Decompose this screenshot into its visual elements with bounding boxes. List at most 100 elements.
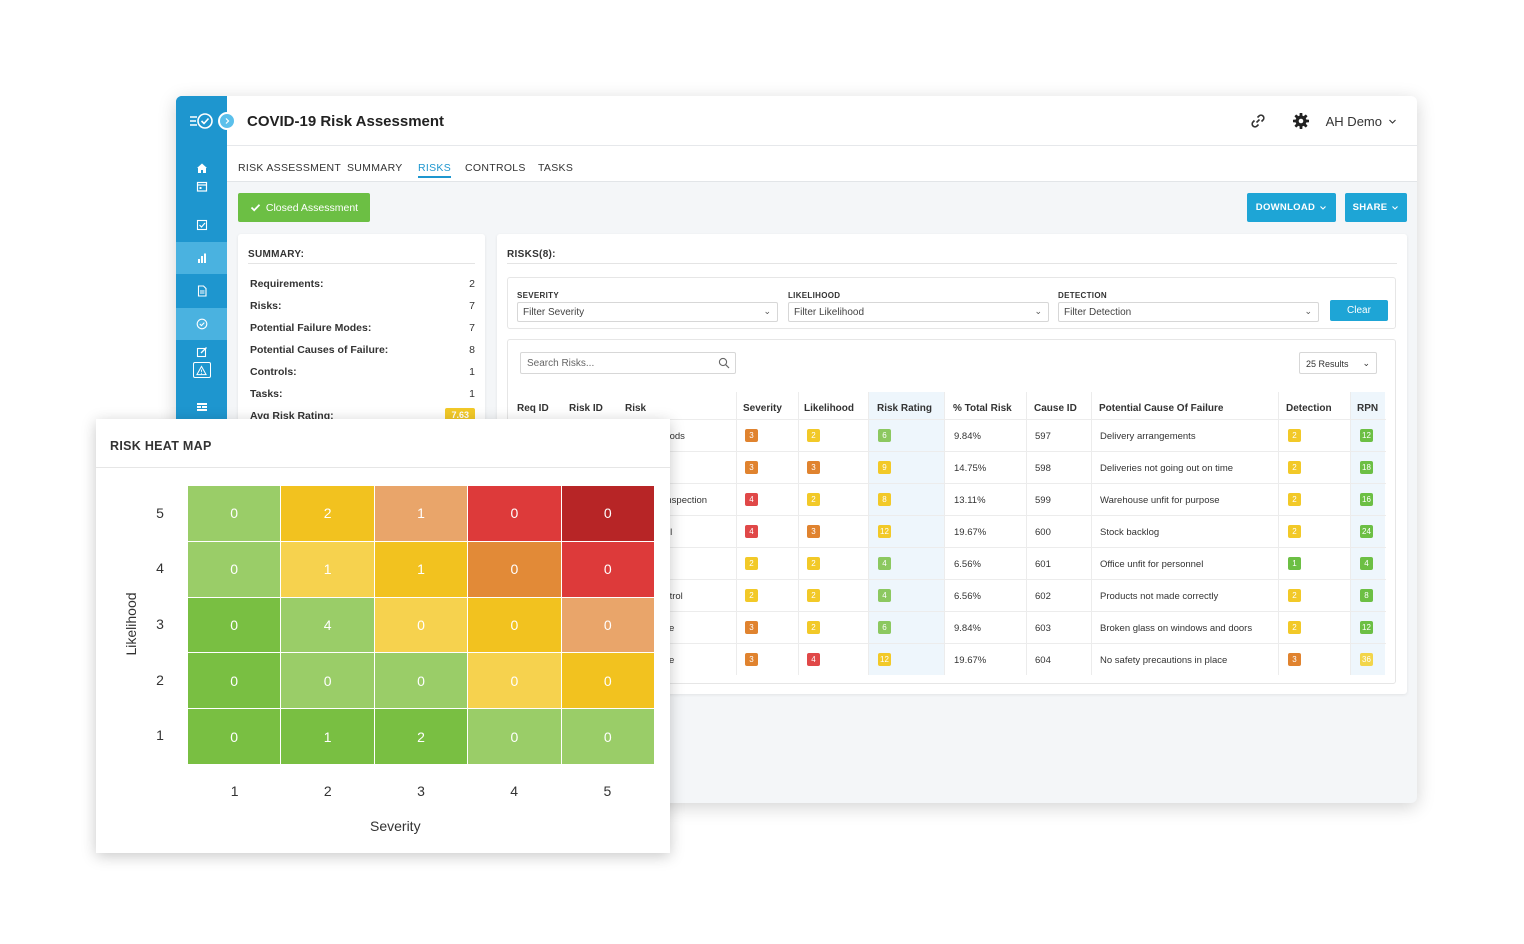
risk-rating-badge: 6 (878, 429, 891, 442)
likelihood-badge: 4 (807, 653, 820, 666)
table-row[interactable]: goods 3 2 6 9.84% 597 Delivery arrangements 2 12 (508, 419, 1386, 451)
column-header[interactable]: Severity (743, 403, 782, 414)
column-header[interactable]: Req ID (517, 403, 549, 414)
cause-cell: Products not made correctly (1100, 591, 1219, 602)
column-header[interactable]: Detection (1286, 403, 1332, 414)
heatmap-cell[interactable]: 2 (374, 709, 468, 764)
heatmap-y-tick: 4 (156, 560, 164, 577)
sidebar-item-reports[interactable] (176, 242, 227, 274)
list-icon (196, 403, 207, 411)
total-risk-cell: 19.67% (954, 655, 987, 666)
download-button[interactable]: DOWNLOAD (1247, 193, 1336, 222)
heatmap-cell[interactable]: 0 (468, 597, 561, 653)
filter-panel: SEVERITY Filter Severity ⌄ LIKELIHOOD Fil… (507, 277, 1396, 329)
cause-id-cell: 598 (1035, 463, 1051, 474)
column-header[interactable]: RPN (1357, 403, 1379, 414)
heatmap-cell[interactable]: 1 (281, 709, 374, 764)
detection-filter-select[interactable]: Filter Detection ⌄ (1058, 302, 1319, 322)
heatmap-cell[interactable]: 0 (468, 486, 561, 541)
summary-value: 2 (469, 278, 475, 290)
results-per-page-select[interactable]: 25 Results ⌄ (1299, 352, 1377, 374)
heatmap-cell[interactable]: 1 (374, 486, 468, 541)
column-header[interactable]: Risk (625, 403, 647, 414)
tab-summary[interactable]: SUMMARY (347, 162, 403, 174)
column-header[interactable]: Likelihood (804, 403, 854, 414)
divider (96, 467, 670, 468)
divider (248, 263, 475, 264)
sidebar-item-home[interactable] (176, 146, 227, 208)
rpn-badge: 12 (1360, 621, 1373, 634)
heatmap-cell[interactable]: 0 (374, 597, 468, 653)
heatmap-y-tick: 3 (156, 616, 164, 632)
likelihood-filter-select[interactable]: Filter Likelihood ⌄ (788, 302, 1049, 322)
column-header[interactable]: Potential Cause Of Failure (1099, 403, 1224, 414)
severity-badge: 4 (745, 525, 758, 538)
heatmap-cell[interactable]: 0 (561, 709, 654, 764)
summary-value: 7 (469, 322, 475, 334)
heatmap-cell[interactable]: 0 (281, 653, 374, 709)
table-row[interactable]: ontrol 2 2 4 6.56% 602 Products not made corre… (508, 579, 1386, 611)
table-row[interactable]: 2 2 4 6.56% 601 Office unfit for personnel 1 4 (508, 547, 1386, 579)
closed-assessment-button[interactable]: Closed Assessment (238, 193, 370, 222)
heatmap-cell[interactable]: 0 (468, 709, 561, 764)
heatmap-cell[interactable]: 0 (188, 653, 281, 709)
table-row[interactable]: ; inspection 4 2 8 13.11% 599 Warehouse unfit … (508, 483, 1386, 515)
column-header[interactable]: % Total Risk (953, 403, 1012, 414)
summary-card: SUMMARY: Requirements: 2 Risks: 7 Potentia… (238, 234, 485, 434)
heatmap-cell[interactable]: 0 (561, 486, 654, 541)
rpn-badge: 16 (1360, 493, 1373, 506)
heatmap-cell[interactable]: 0 (561, 597, 654, 653)
detection-badge: 2 (1288, 589, 1301, 602)
link-icon[interactable] (1249, 112, 1267, 130)
sidebar-item-documents[interactable] (176, 274, 227, 308)
summary-row-requirements: Requirements: 2 (250, 278, 475, 290)
sidebar-item-approvals[interactable] (176, 308, 227, 340)
column-header[interactable]: Cause ID (1034, 403, 1077, 414)
heatmap-cell[interactable]: 2 (281, 486, 374, 541)
heatmap-cell[interactable]: 0 (188, 597, 281, 653)
rpn-badge: 4 (1360, 557, 1373, 570)
heatmap-cell[interactable]: 0 (374, 653, 468, 709)
table-row[interactable]: 3 3 9 14.75% 598 Deliveries not going out on … (508, 451, 1386, 483)
tab-risk-assessment[interactable]: RISK ASSESSMENT (238, 162, 342, 174)
calendar-icon (196, 181, 207, 192)
edit-icon (196, 347, 207, 358)
tab-risks[interactable]: RISKS (418, 162, 452, 178)
user-name: AH Demo (1325, 114, 1382, 129)
clear-filters-button[interactable]: Clear (1330, 300, 1388, 321)
heatmap-cell[interactable]: 4 (281, 597, 374, 653)
heatmap-cell[interactable]: 1 (374, 541, 468, 597)
detection-badge: 2 (1288, 429, 1301, 442)
severity-filter-select[interactable]: Filter Severity ⌄ (517, 302, 778, 322)
summary-value: 1 (469, 388, 475, 400)
search-input[interactable]: Search Risks... (520, 352, 736, 374)
column-header[interactable]: Risk ID (569, 403, 603, 414)
tab-controls[interactable]: CONTROLS (465, 162, 526, 174)
heatmap-cell[interactable]: 0 (188, 541, 281, 597)
bar-chart-icon (197, 253, 206, 263)
sidebar-item-assessments[interactable] (176, 208, 227, 242)
risk-rating-badge: 6 (878, 621, 891, 634)
heatmap-y-tick: 1 (156, 727, 164, 744)
tab-tasks[interactable]: TASKS (538, 162, 574, 174)
likelihood-filter-value: Filter Likelihood (794, 307, 865, 318)
expand-sidebar-button[interactable] (218, 112, 236, 130)
user-menu[interactable]: AH Demo (1326, 114, 1397, 129)
sidebar-item-risks[interactable] (176, 340, 227, 384)
heatmap-cell[interactable]: 0 (468, 653, 561, 709)
heatmap-cell[interactable]: 0 (468, 541, 561, 597)
gear-icon[interactable] (1291, 111, 1311, 131)
heatmap-cell[interactable]: 0 (188, 709, 281, 764)
column-header[interactable]: Risk Rating (877, 403, 933, 414)
heatmap-cell[interactable]: 0 (561, 541, 654, 597)
heatmap-cell[interactable]: 0 (561, 653, 654, 709)
share-button[interactable]: SHARE (1345, 193, 1407, 222)
column-divider (798, 392, 799, 675)
heatmap-title: RISK HEAT MAP (110, 439, 212, 453)
heatmap-cell[interactable]: 0 (188, 486, 281, 541)
heatmap-cell[interactable]: 1 (281, 541, 374, 597)
summary-label: Risks: (250, 300, 282, 312)
sidebar-item-list[interactable] (176, 394, 227, 420)
